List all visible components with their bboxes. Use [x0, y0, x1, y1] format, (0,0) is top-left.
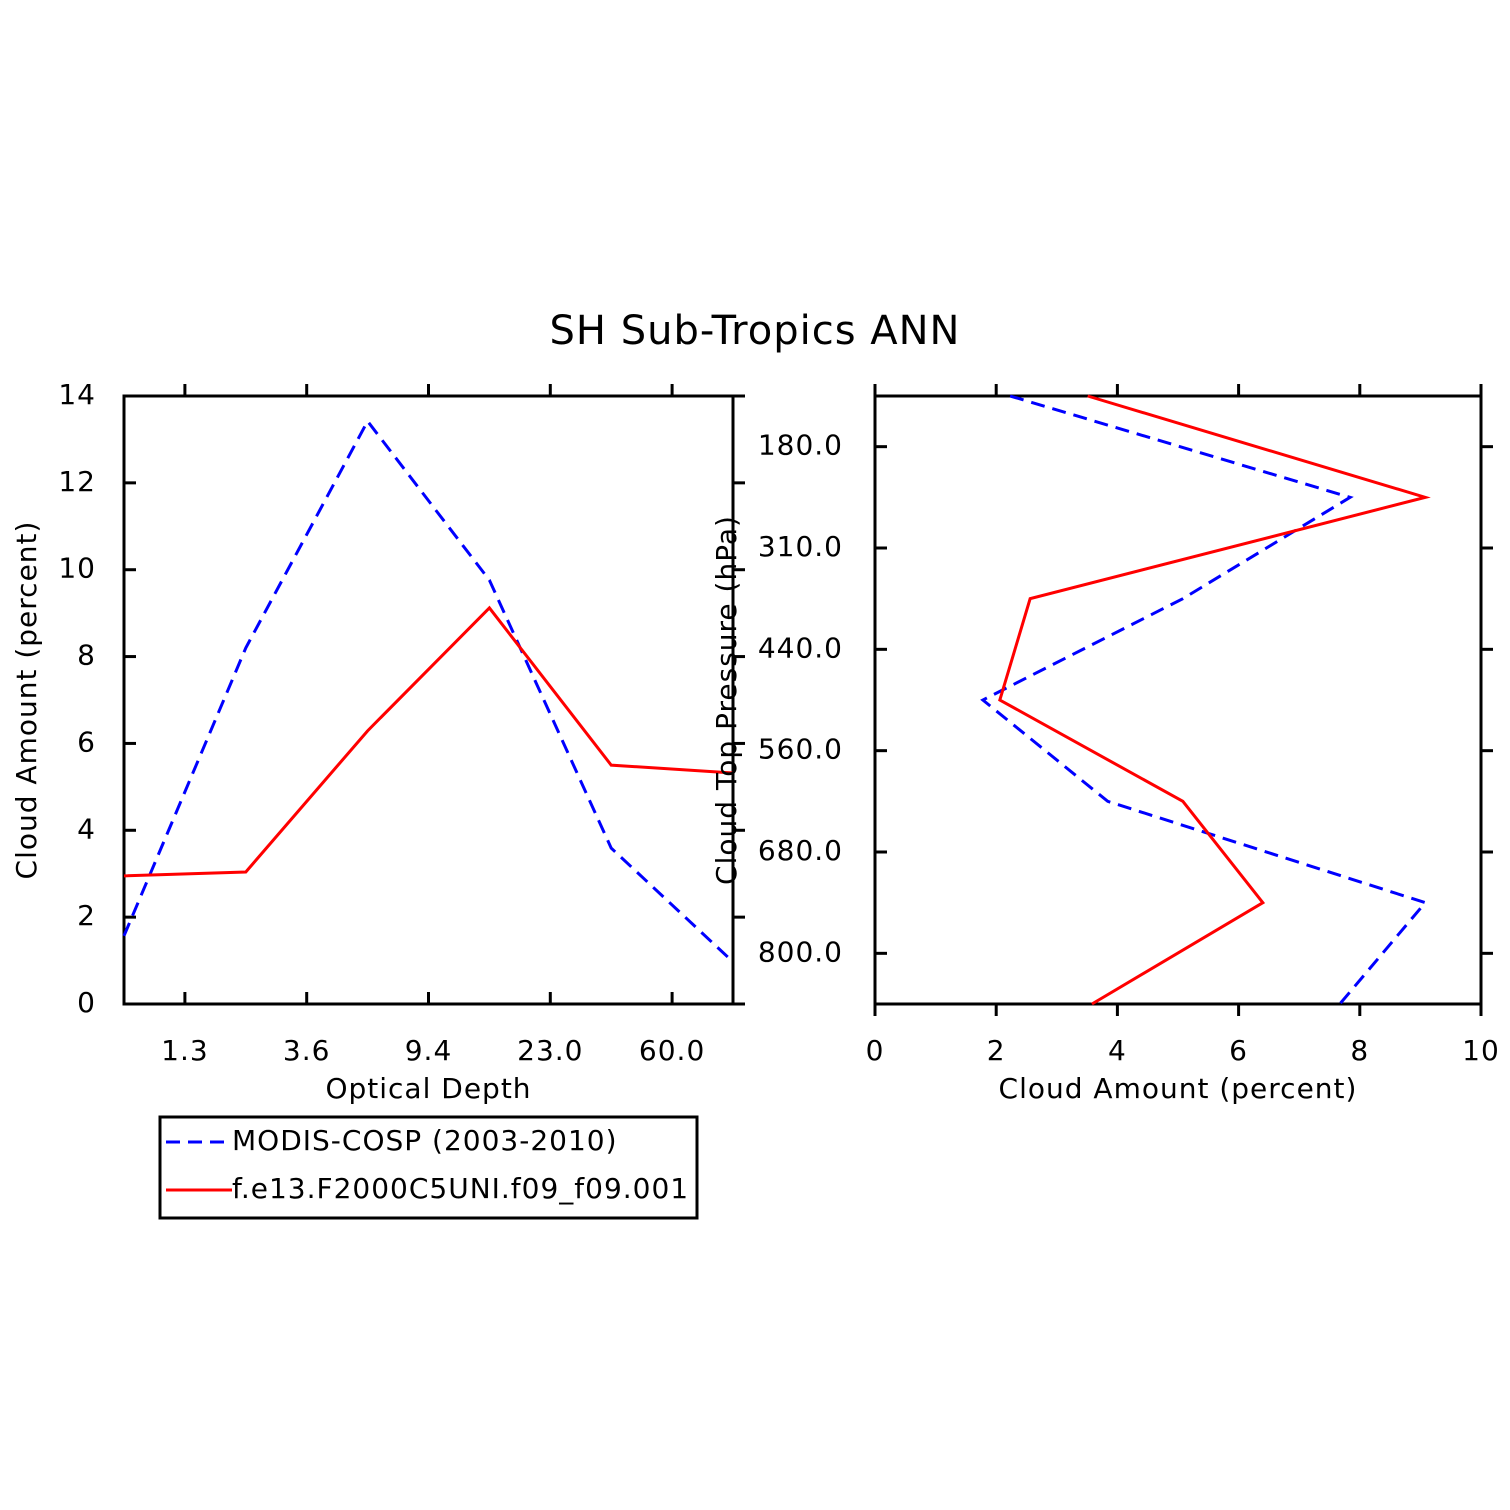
x-tick-label: 0: [866, 1034, 885, 1067]
y-axis-title: Cloud Amount (percent): [10, 521, 43, 880]
x-tick-label: 1.3: [161, 1034, 209, 1067]
x-tick-label: 4: [1108, 1034, 1127, 1067]
x-axis-title: Optical Depth: [325, 1072, 531, 1105]
x-tick-label: 3.6: [283, 1034, 331, 1067]
y-tick-label: 6: [77, 725, 96, 758]
y-tick-label: 12: [58, 465, 96, 498]
y-tick-label: 4: [77, 812, 96, 845]
data-line: [980, 394, 1428, 1005]
x-tick-label: 60.0: [639, 1034, 705, 1067]
x-axis-title: Cloud Amount (percent): [999, 1072, 1358, 1105]
x-tick-label: 8: [1350, 1034, 1369, 1067]
data-line: [998, 394, 1431, 1006]
y-tick-label: 180.0: [758, 429, 843, 462]
data-line: [123, 605, 734, 878]
y-tick-label: 10: [58, 552, 96, 585]
plot-frame: [873, 394, 1483, 1006]
y-tick-label: 2: [77, 899, 96, 932]
y-tick-label: 0: [77, 986, 96, 1019]
x-tick-label: 9.4: [405, 1034, 453, 1067]
legend-label: MODIS-COSP (2003-2010): [232, 1124, 618, 1157]
plot-frame: [122, 394, 735, 1006]
data-line: [122, 418, 735, 963]
y-tick-label: 560.0: [758, 733, 843, 766]
y-tick-label: 8: [77, 639, 96, 672]
legend-label: f.e13.F2000C5UNI.f09_f09.001: [232, 1172, 689, 1205]
y-tick-label: 310.0: [758, 530, 843, 563]
y-tick-label: 800.0: [758, 935, 843, 968]
legend-box: [158, 1115, 699, 1220]
x-tick-label: 23.0: [517, 1034, 583, 1067]
x-tick-label: 10: [1462, 1034, 1500, 1067]
x-tick-label: 2: [987, 1034, 1006, 1067]
y-tick-label: 440.0: [758, 631, 843, 664]
y-tick-label: 14: [58, 378, 96, 411]
y-tick-label: 680.0: [758, 834, 843, 867]
x-tick-label: 6: [1229, 1034, 1248, 1067]
chart-title: SH Sub-Tropics ANN: [550, 308, 961, 354]
y-axis-title: Cloud Top Pressure (hPa): [710, 515, 743, 885]
